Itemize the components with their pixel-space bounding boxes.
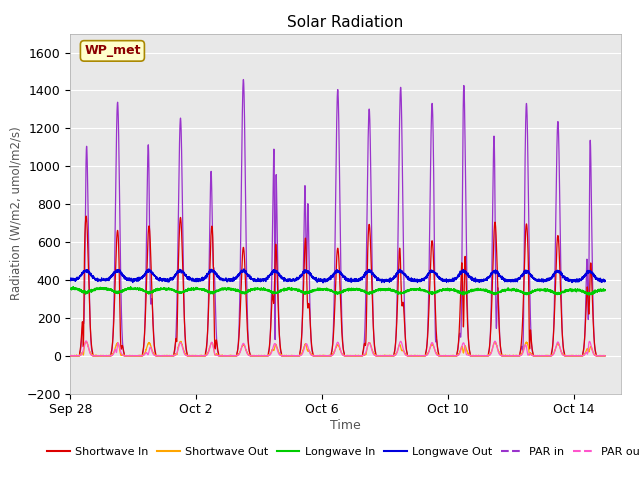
Title: Solar Radiation: Solar Radiation xyxy=(287,15,404,30)
Y-axis label: Radiation (W/m2, umol/m2/s): Radiation (W/m2, umol/m2/s) xyxy=(9,127,22,300)
Legend: Shortwave In, Shortwave Out, Longwave In, Longwave Out, PAR in, PAR out: Shortwave In, Shortwave Out, Longwave In… xyxy=(43,443,640,461)
Text: WP_met: WP_met xyxy=(84,44,141,58)
X-axis label: Time: Time xyxy=(330,419,361,432)
